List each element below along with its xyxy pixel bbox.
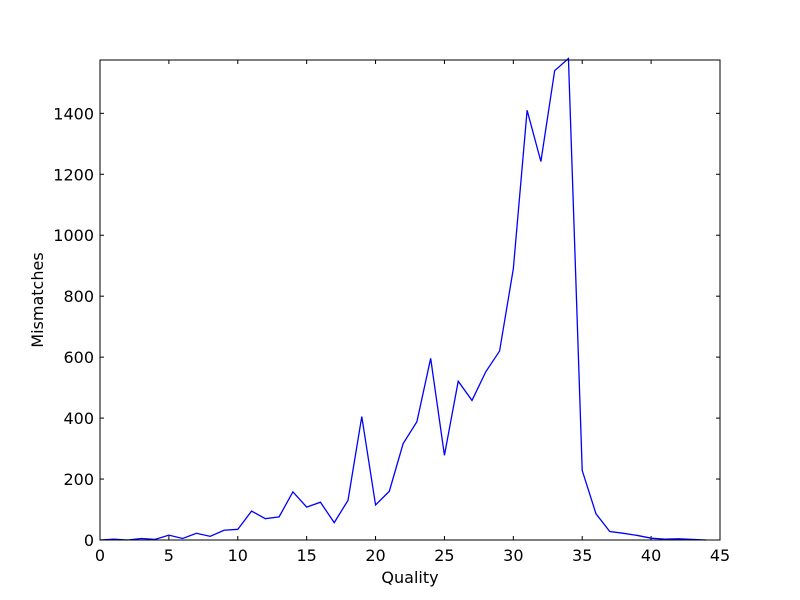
x-tick-label: 0 [95, 546, 105, 565]
x-tick-label: 10 [228, 546, 248, 565]
x-tick-label: 30 [503, 546, 523, 565]
x-tick-label: 25 [434, 546, 454, 565]
y-tick-label: 400 [63, 409, 94, 428]
x-tick-label: 15 [296, 546, 316, 565]
ticks: 0 5 10 15 20 25 30 35 40 45 0 200 400 600 800 1000 1200 1… [53, 60, 730, 565]
plot-frame [99, 59, 721, 541]
x-tick-label: 45 [710, 546, 730, 565]
y-axis-label: Mismatches [28, 252, 47, 347]
x-axis-label: Quality [381, 568, 438, 587]
x-tick-label: 40 [641, 546, 661, 565]
x-tick-label: 5 [164, 546, 174, 565]
plot-background [100, 60, 720, 540]
y-tick-label: 1400 [53, 104, 94, 123]
y-tick-label: 600 [63, 348, 94, 367]
y-tick-label: 1200 [53, 165, 94, 184]
series-line [99, 57, 707, 541]
x-tick-label: 20 [365, 546, 385, 565]
y-tick-label: 800 [63, 287, 94, 306]
y-tick-label: 1000 [53, 226, 94, 245]
y-tick-label: 0 [84, 531, 94, 550]
x-tick-label: 35 [572, 546, 592, 565]
y-tick-label: 200 [63, 470, 94, 489]
